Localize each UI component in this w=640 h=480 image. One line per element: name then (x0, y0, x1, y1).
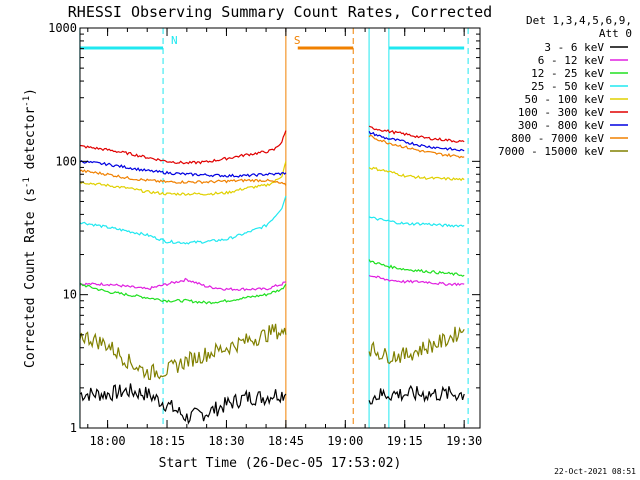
y-tick-label-1: 1 (70, 421, 77, 435)
x-tick-label-1930: 19:30 (446, 434, 482, 448)
series-line-7000-15000-keV-seg1 (368, 326, 465, 365)
series-line-300-800-keV-seg1 (368, 131, 465, 152)
series-line-12-25-keV-seg0 (79, 282, 287, 305)
y-tick-label-1000: 1000 (48, 21, 77, 35)
series-line-7000-15000-keV-seg0 (79, 323, 287, 381)
y-axis-label: Corrected Count Rate (s-1 detector-1) (22, 88, 38, 368)
series-line-25-50-keV-seg1 (368, 216, 465, 228)
x-tick-label-1800: 18:00 (90, 434, 126, 448)
axes: 18:00 18:15 18:30 18:45 19:00 19:15 19:30 1 10 10… (48, 21, 482, 448)
x-tick-label-1915: 19:15 (387, 434, 423, 448)
x-tick-label-1815: 18:15 (149, 434, 185, 448)
generation-timestamp: 22-Oct-2021 08:51 (554, 467, 636, 476)
series-line-100-300-keV-seg0 (79, 130, 287, 165)
series-line-3-6-keV-seg0 (79, 383, 287, 425)
legend-label-100-300-keV: 100 - 300 keV (518, 106, 604, 119)
x-tick-label-1900: 19:00 (327, 434, 363, 448)
legend-label-7000-15000-keV: 7000 - 15000 keV (498, 145, 604, 158)
legend-label-50-100-keV: 50 - 100 keV (525, 93, 605, 106)
legend-label-25-50-keV: 25 - 50 keV (531, 80, 604, 93)
legend-label-3-6-keV: 3 - 6 keV (544, 41, 604, 54)
series-line-6-12-keV-seg0 (79, 277, 287, 292)
chart-title: RHESSI Observing Summary Count Rates, Co… (68, 3, 492, 21)
legend-header-line-1: Det 1,3,4,5,6,9, (526, 14, 632, 27)
series-line-100-300-keV-seg1 (368, 125, 465, 143)
legend-header-line-2: Att 0 (599, 27, 632, 40)
series-line-800-7000-keV-seg1 (368, 134, 465, 159)
y-tick-label-100: 100 (55, 154, 77, 168)
series-line-800-7000-keV-seg0 (79, 169, 287, 186)
series-line-300-800-keV-seg0 (79, 159, 287, 178)
series-line-6-12-keV-seg1 (368, 274, 465, 287)
x-axis-label: Start Time (26-Dec-05 17:53:02) (159, 456, 402, 471)
y-tick-label-10: 10 (63, 288, 77, 302)
plot-frame (79, 27, 481, 429)
legend-label-800-7000-keV: 800 - 7000 keV (511, 132, 604, 145)
legend-label-12-25-keV: 12 - 25 keV (531, 67, 604, 80)
series-line-50-100-keV-seg1 (368, 166, 465, 182)
legend-label-300-800-keV: 300 - 800 keV (518, 119, 604, 132)
flag-label-S: S (294, 34, 301, 47)
series-line-12-25-keV-seg1 (368, 259, 465, 277)
x-tick-label-1830: 18:30 (208, 434, 244, 448)
series-line-25-50-keV-seg0 (79, 195, 287, 245)
legend-label-6-12-keV: 6 - 12 keV (538, 54, 605, 67)
flag-label-N: N (171, 34, 178, 47)
series-line-3-6-keV-seg1 (368, 384, 465, 405)
series-line-50-100-keV-seg0 (79, 161, 287, 196)
x-tick-label-1845: 18:45 (268, 434, 304, 448)
